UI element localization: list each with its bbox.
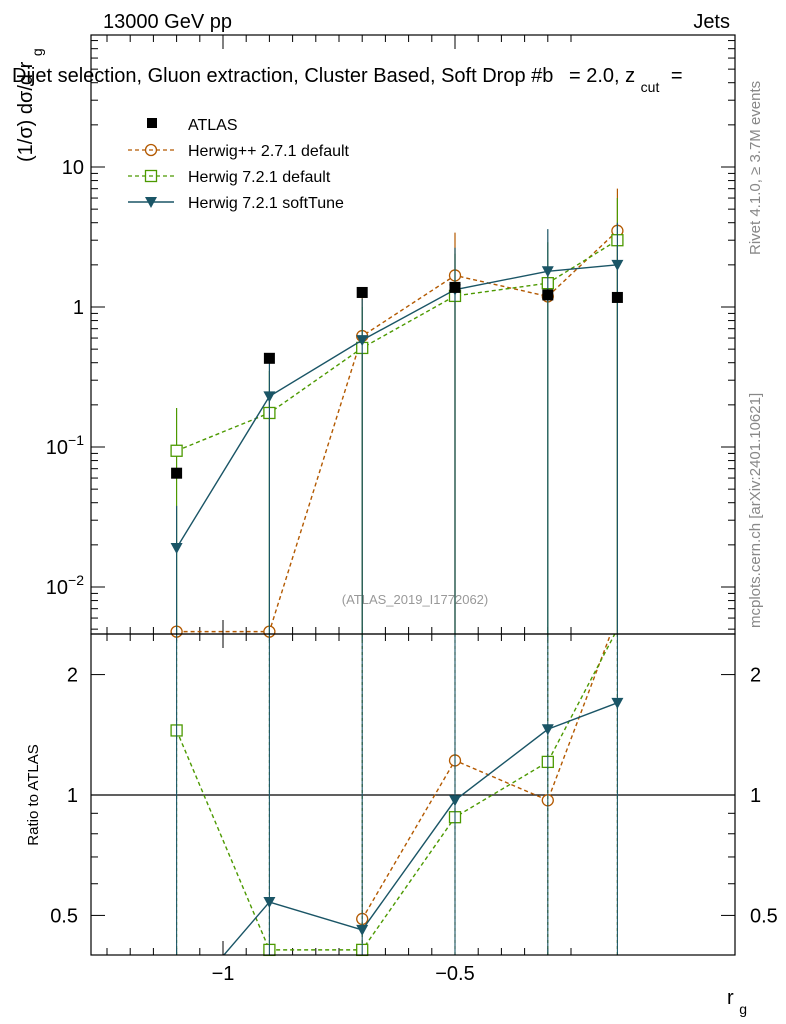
plot-title: Dijet selection, Gluon extraction, Clust…: [12, 65, 683, 97]
ratio-panel-frame: [90, 633, 736, 956]
herwigpp-line: [176, 230, 618, 633]
herwig721-point: [170, 444, 183, 457]
atlas-data-point: [356, 286, 368, 298]
ratio-tick-label-right: 2: [750, 665, 761, 687]
rivet-version: Rivet 4.1.0, ≥ 3.7M events: [747, 81, 764, 255]
plot-title-end: =: [671, 65, 683, 87]
header-jets: Jets: [693, 11, 730, 33]
analysis-watermark: (ATLAS_2019_I1772062): [342, 592, 488, 607]
herwig721-line: [176, 239, 618, 452]
legend-atlas-marker: [147, 118, 157, 128]
legend-herwigpp-label: Herwig++ 2.7.1 default: [188, 143, 350, 160]
softtune-line: [176, 264, 618, 549]
softtune-point: [263, 391, 276, 403]
y-tick-label: 1: [73, 297, 84, 319]
y-axis-label-main: (1/σ) dσ/d r: [15, 61, 37, 162]
x-axis-label-sub: g: [739, 1001, 747, 1017]
softtune-ratio-point: [449, 795, 461, 807]
softtune-point: [356, 335, 369, 347]
legend-atlas-label: ATLAS: [188, 117, 238, 134]
softtune-ratio-point: [356, 924, 369, 936]
y-tick-label: 10−2: [46, 572, 84, 599]
plot-title-main: Dijet selection, Gluon extraction, Clust…: [12, 65, 553, 87]
header-energy: 13000 GeV pp: [103, 11, 232, 33]
x-tick-label: −1: [212, 963, 235, 985]
y-tick-label: 10: [62, 157, 84, 179]
atlas-data-point: [542, 289, 554, 301]
herwig721-ratio-line: [175, 634, 616, 951]
atlas-data-point: [611, 291, 623, 303]
plot-title-sub: cut: [641, 79, 660, 95]
softtune-ratio-line: [222, 702, 618, 955]
herwigpp-ratio-line: [361, 634, 612, 920]
x-axis-label-main: r: [727, 987, 734, 1009]
plot-layer: 10−2 10−1 1 10 0.5 0.5 1 1 2 2 −1 −0.5: [46, 35, 778, 985]
softtune-point: [611, 259, 624, 271]
ratio-tick-label-left: 0.5: [50, 905, 78, 927]
legend-herwigpp-marker: [144, 143, 158, 157]
softtune-ratio-point: [263, 897, 276, 909]
softtune-ratio-point: [541, 724, 554, 736]
softtune-point: [541, 266, 554, 278]
legend-herwig721-marker: [144, 169, 158, 183]
x-tick-label: −0.5: [435, 963, 474, 985]
softtune-ratio-point: [611, 697, 624, 709]
y-tick-label: 10−1: [46, 432, 84, 459]
atlas-data-point: [171, 467, 183, 479]
legend-herwig721-label: Herwig 7.2.1 default: [188, 169, 331, 186]
y-axis-label-sub: g: [29, 48, 45, 56]
ratio-tick-label-left: 1: [67, 785, 78, 807]
plot-title-tail: = 2.0, z: [569, 65, 635, 87]
softtune-point: [170, 542, 183, 554]
ratio-tick-label-left: 2: [67, 665, 78, 687]
ratio-axis-label: Ratio to ATLAS: [25, 744, 42, 845]
ratio-tick-label-right: 0.5: [750, 905, 778, 927]
y-axis-label: (1/σ) dσ/d r g: [15, 48, 45, 162]
atlas-data-point: [449, 281, 461, 293]
legend: ATLAS Herwig++ 2.7.1 default Herwig 7.2.…: [128, 117, 350, 212]
atlas-data-point: [263, 352, 275, 364]
x-axis-label: r g: [727, 987, 747, 1017]
mcplots-credit: mcplots.cern.ch [arXiv:2401.10621]: [747, 393, 764, 628]
legend-softtune-marker: [145, 197, 157, 208]
legend-softtune-label: Herwig 7.2.1 softTune: [188, 195, 344, 212]
ratio-tick-label-right: 1: [750, 785, 761, 807]
